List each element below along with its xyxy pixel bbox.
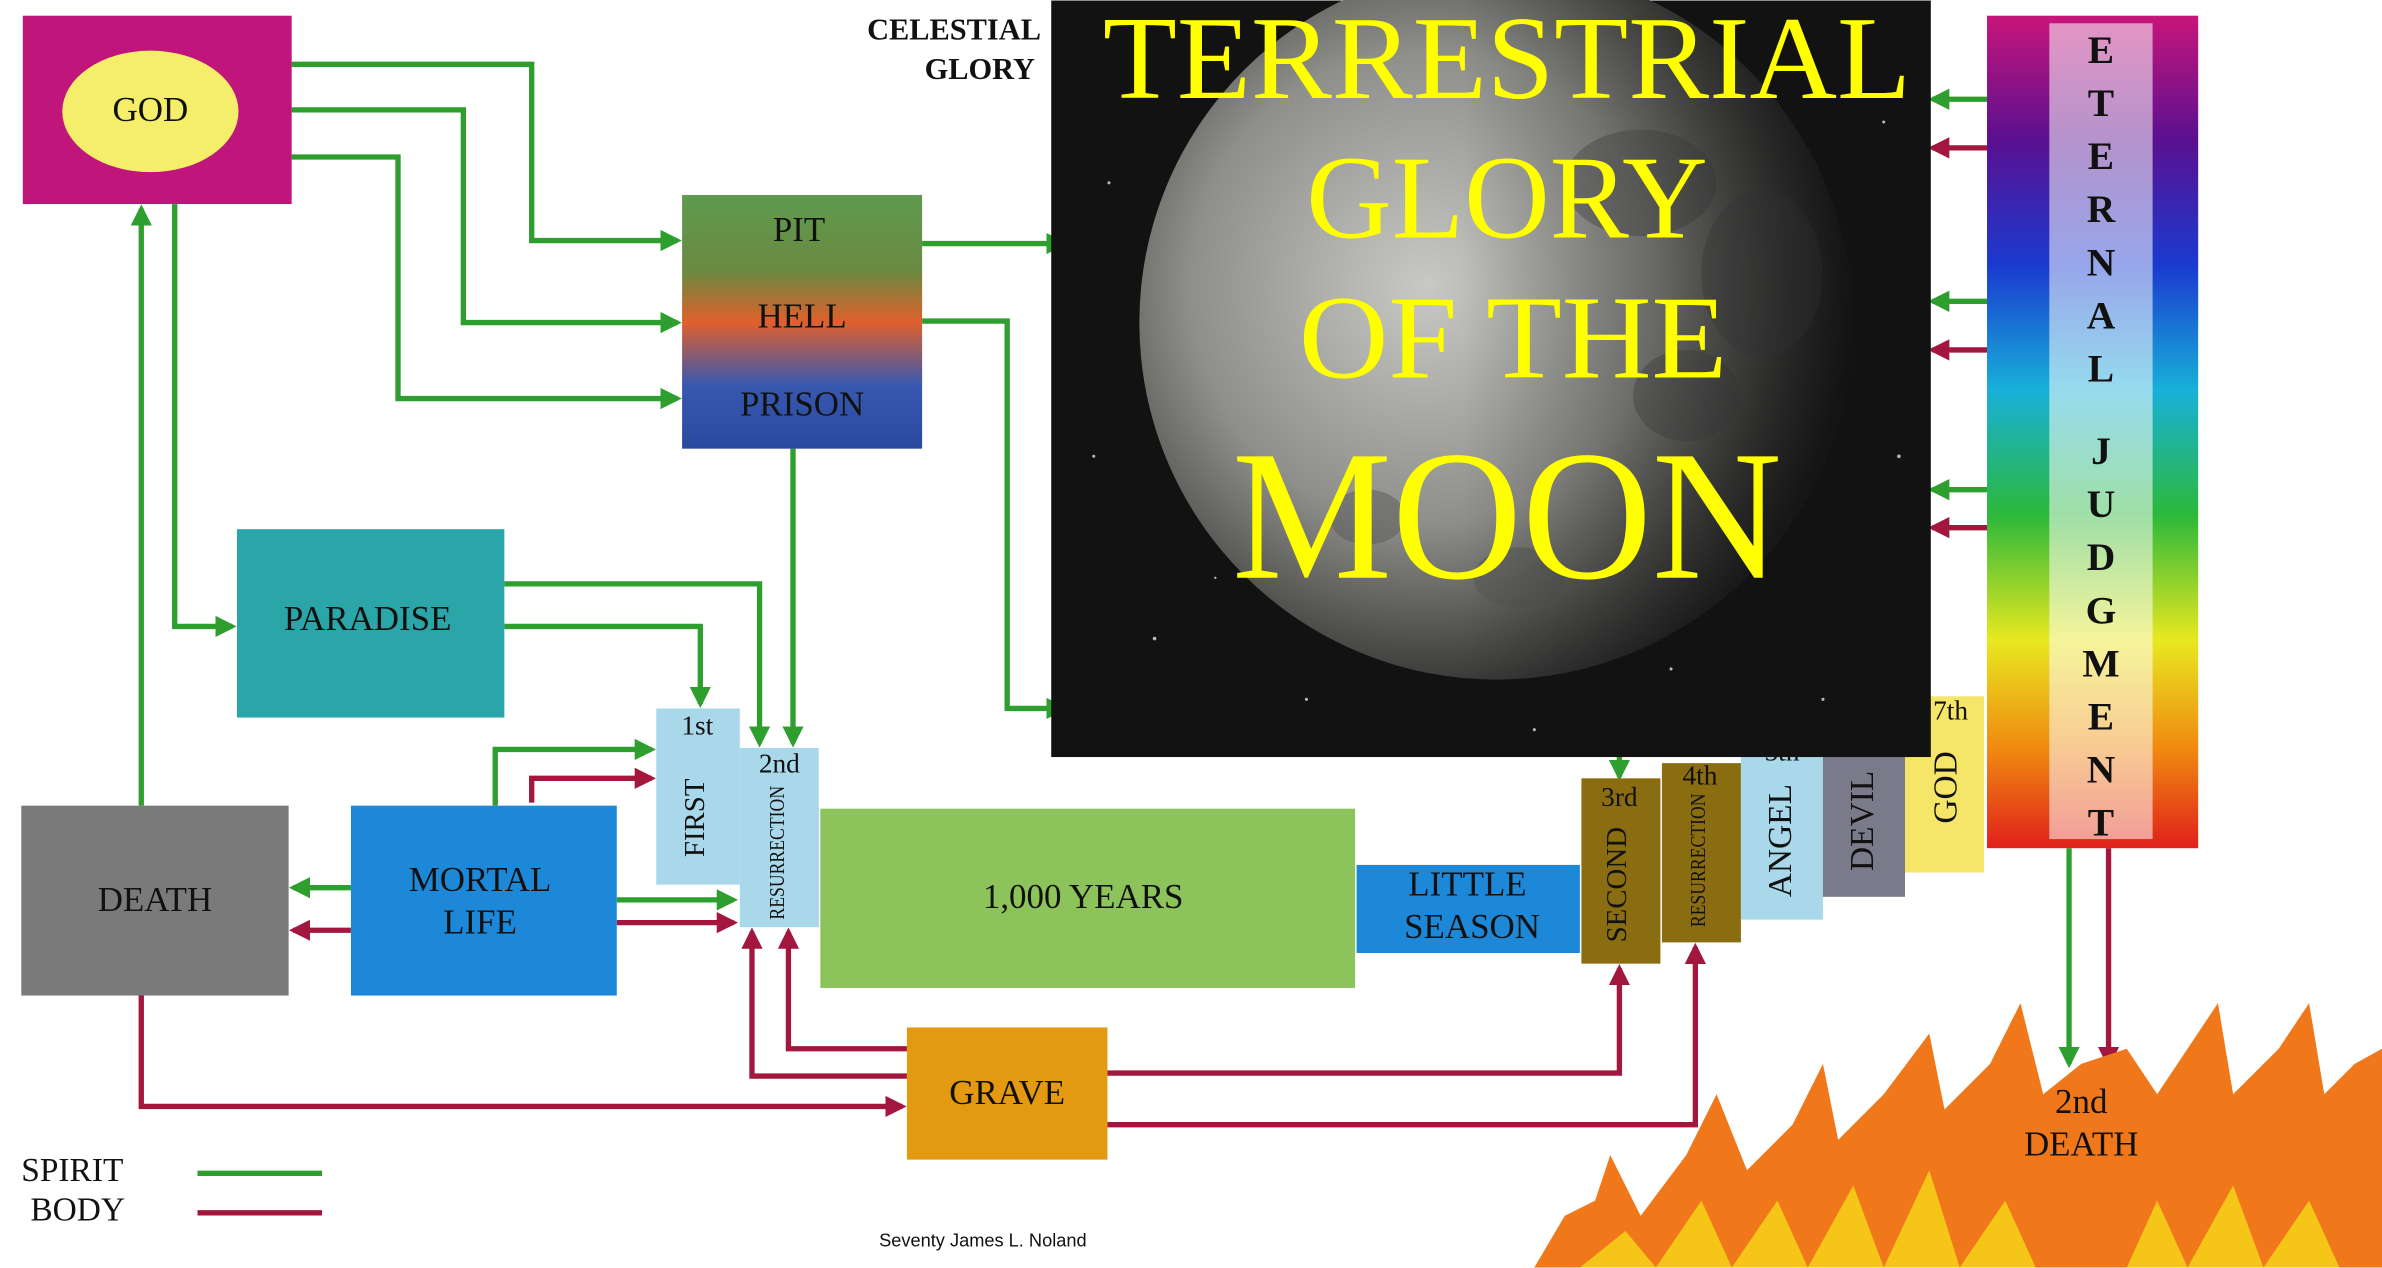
second-death-label: DEATH: [2024, 1124, 2139, 1163]
first-label: FIRST: [679, 778, 711, 857]
prison-label: PRISON: [740, 385, 864, 424]
stage-label: 3rd: [1601, 782, 1638, 812]
overlay-title: GLORY: [1306, 132, 1708, 264]
spirit-arrow: [922, 321, 1063, 708]
eternal-label: ETERNAL: [2079, 28, 2123, 400]
body-arrow: [532, 778, 652, 802]
second-label: SECOND: [1601, 827, 1633, 942]
overlay-title: MOON: [1232, 414, 1782, 619]
pit-label: PIT: [773, 210, 825, 249]
spirit-arrow: [175, 204, 233, 626]
stage-label: 1st: [681, 710, 713, 740]
celestial-title: CELESTIAL: [867, 12, 1041, 46]
spirit-arrow: [292, 110, 678, 323]
god-label: GOD: [113, 90, 189, 129]
mortal-life-box: [351, 806, 617, 996]
mortal-life-label: MORTAL: [409, 860, 552, 899]
paradise-label: PARADISE: [284, 599, 452, 638]
thousand-years-label: 1,000 YEARS: [983, 877, 1184, 916]
god-label: GOD: [1928, 751, 1965, 823]
judgment-label: JUDGMENT: [2079, 429, 2123, 854]
stage-label: 7th: [1933, 695, 1968, 725]
spirit-arrow: [292, 157, 678, 399]
resurrection-label: RESURRECTION: [1686, 794, 1710, 928]
angel-label: ANGEL: [1762, 784, 1799, 897]
hell-label: HELL: [757, 297, 846, 336]
little-season-label: LITTLE: [1408, 865, 1526, 904]
resurrection-label: RESURRECTION: [765, 786, 789, 920]
mortal-life-label: LIFE: [443, 903, 517, 942]
stage-label: 4th: [1682, 761, 1717, 791]
legend-body: BODY: [30, 1191, 125, 1228]
page: {"corner_title":["CELESTIAL","GLORY"], "…: [0, 0, 2382, 1268]
spirit-arrow: [504, 626, 700, 703]
legend-spirit: SPIRIT: [21, 1152, 123, 1189]
devil-label: DEVIL: [1844, 771, 1881, 871]
fire: [1534, 1003, 2382, 1267]
diagram: CELESTIAL GLORY GOD PIT HELL PRISON PARA…: [0, 0, 2382, 1268]
death-label: DEATH: [98, 880, 213, 919]
celestial-title: GLORY: [925, 52, 1035, 86]
moon-overlay: TERRESTRIAL GLORY OF THE MOON: [1051, 0, 1931, 757]
second-death-label: 2nd: [2055, 1082, 2108, 1121]
overlay-title: OF THE: [1299, 271, 1727, 403]
stage-label: 2nd: [759, 748, 800, 778]
spirit-arrow: [292, 64, 678, 240]
grave-label: GRAVE: [949, 1073, 1065, 1112]
little-season-label: SEASON: [1404, 907, 1540, 946]
credit: Seventy James L. Noland: [879, 1230, 1087, 1250]
overlay-title: TERRESTRIAL: [1103, 0, 1911, 124]
